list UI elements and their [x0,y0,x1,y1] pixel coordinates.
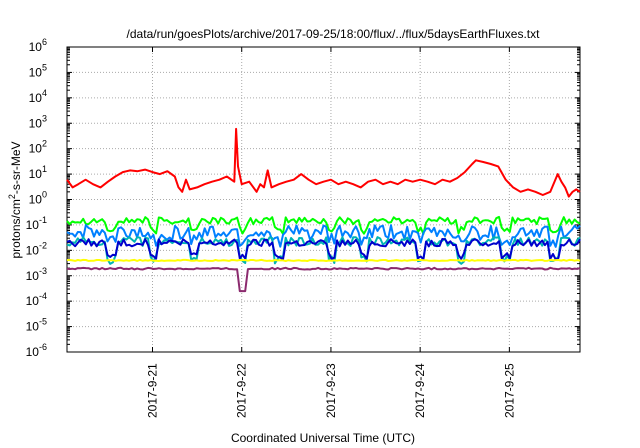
chart-title: /data/run/goesPlots/archive/2017-09-25/1… [127,27,541,41]
series-line-5 [66,238,581,261]
y-axis-label-sup: 2 [7,194,17,199]
y-axis-ticks: 10-6 10-5 10-4 10-3 10-2 10-1 100 101 102 103 104 1… [26,37,580,359]
y-axis-label-prefix: protons/cm [9,199,23,258]
x-tick-label: 2017-9-25 [502,363,516,418]
y-tick-label: 100 [29,190,47,207]
y-tick-label: 10-4 [26,291,47,308]
y-axis-label-suffix: -s-sr-MeV [9,141,23,194]
series-lines [66,127,581,293]
y-tick-label: 101 [29,164,47,181]
grid-lines [67,47,580,352]
y-tick-label: 104 [29,88,47,105]
y-tick-label: 106 [29,37,47,54]
y-tick-label: 10-6 [26,342,47,359]
y-tick-label: 103 [29,113,47,130]
x-tick-label: 2017-9-22 [235,363,249,418]
series-line-3 [66,224,581,248]
x-axis-label: Coordinated Universal Time (UTC) [231,431,415,445]
series-line-6 [67,258,581,262]
x-tick-label: 2017-9-24 [413,363,427,418]
plot-frame [66,46,581,353]
x-tick-label: 2017-9-23 [324,363,338,418]
plot-area: 10-6 10-5 10-4 10-3 10-2 10-1 100 101 102 103 104 1… [26,37,581,418]
y-tick-label: 102 [29,139,47,156]
series-line-2 [66,215,581,235]
x-tick-label: 2017-9-21 [146,363,160,418]
y-axis-label: protons/cm2-s-sr-MeV [7,141,23,258]
series-line-7 [66,266,581,293]
series-line-1 [66,127,581,198]
y-tick-label: 10-5 [26,317,47,334]
y-tick-label: 105 [29,62,47,79]
x-axis-ticks: 2017-9-21 2017-9-22 2017-9-23 2017-9-24 2017… [146,47,516,418]
y-tick-label: 10-1 [26,215,47,232]
y-tick-label: 10-3 [26,266,47,283]
y-tick-label: 10-2 [26,240,47,257]
